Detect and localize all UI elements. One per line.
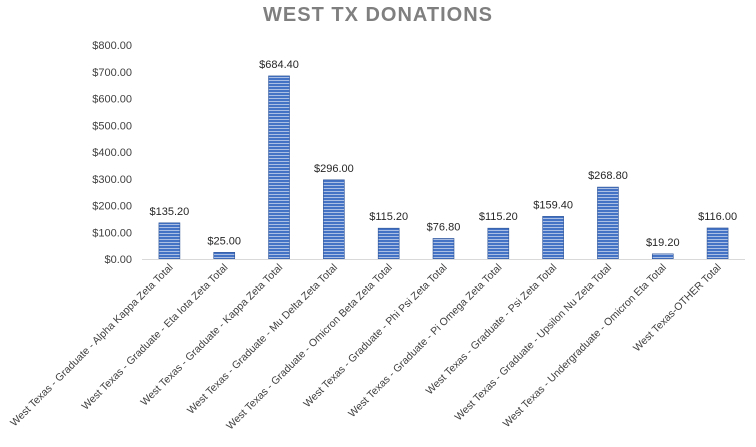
y-tick-label: $700.00 [92,67,132,79]
data-label: $159.40 [533,199,573,211]
y-tick-label: $0.00 [104,254,132,266]
data-label: $115.20 [369,211,408,223]
bar [542,216,564,260]
bar [706,227,729,260]
data-label: $19.20 [646,237,680,249]
bar [158,222,181,260]
bar [487,227,510,260]
data-label: $76.80 [427,221,461,233]
y-tick-label: $500.00 [92,120,132,132]
y-tick-label: $300.00 [92,174,132,186]
bar [268,75,290,260]
bar [377,227,400,260]
y-tick-label: $400.00 [92,147,132,159]
x-axis-labels: West Texas - Graduate - Alpha Kappa Zeta… [8,262,724,433]
bar [597,186,619,260]
bar [213,252,236,260]
y-tick-label: $600.00 [92,94,132,106]
data-label: $25.00 [207,235,241,247]
bars: $135.20 $25.00 $684.40 $296.00 $115.20 $76.80… [150,59,737,260]
x-tick-label: West Texas-OTHER Total [631,262,724,355]
y-tick-label: $800.00 [92,40,132,52]
data-label: $296.00 [314,163,354,175]
y-tick-label: $200.00 [92,201,132,213]
data-label: $116.00 [698,211,737,223]
data-label: $115.20 [479,211,518,223]
data-label: $268.80 [588,170,628,182]
data-label: $135.20 [150,206,190,218]
y-axis: $0.00 $100.00 $200.00 $300.00 $400.00 $500.00… [92,40,132,266]
chart-title: WEST TX DONATIONS [263,4,493,26]
data-label: $684.40 [259,59,299,71]
bar [323,179,345,260]
bar [432,238,455,260]
bar [651,253,674,260]
y-tick-label: $100.00 [92,227,132,239]
